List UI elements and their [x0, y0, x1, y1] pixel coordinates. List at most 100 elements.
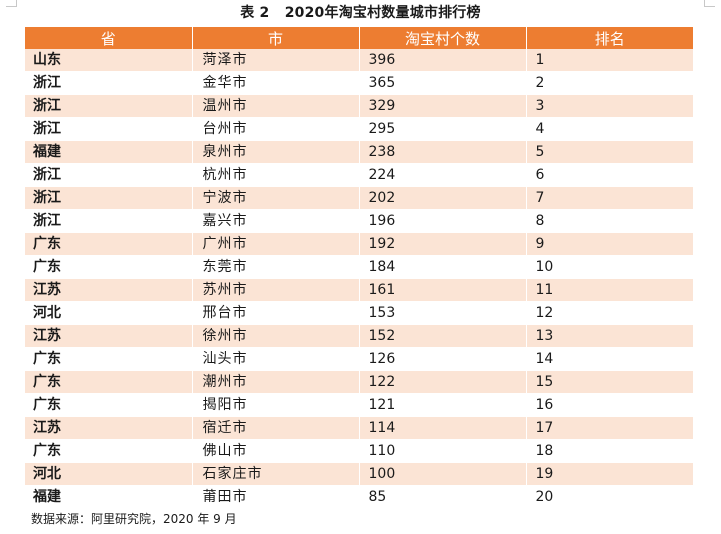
header-rank: 排名 — [526, 27, 693, 49]
village-count-cell: 152 — [359, 324, 527, 348]
village-count-cell: 126 — [359, 347, 527, 371]
header-row: 省 市 淘宝村个数 排名 — [25, 27, 693, 49]
city-cell: 宿迁市 — [192, 416, 360, 440]
village-count-cell: 396 — [359, 49, 527, 72]
page-corner-mark-right — [704, 0, 715, 7]
province-cell: 广东 — [25, 393, 193, 417]
rank-cell: 15 — [526, 370, 693, 394]
table-caption-label: 表 2 — [240, 5, 270, 21]
header-city: 市 — [192, 27, 360, 49]
province-cell: 浙江 — [25, 209, 193, 233]
village-count-cell: 122 — [359, 370, 527, 394]
village-count-cell: 184 — [359, 255, 527, 279]
table-body: 山东 菏泽市 396 1 浙江 金华市 365 2 浙江 温州市 329 3 浙江 台州市 295 4 福建 泉州… — [25, 49, 693, 509]
rank-cell: 20 — [526, 485, 693, 509]
village-count-cell: 295 — [359, 117, 527, 141]
rank-cell: 2 — [526, 71, 693, 95]
page-corner-mark-left — [6, 0, 17, 7]
village-count-cell: 110 — [359, 439, 527, 463]
province-cell: 山东 — [25, 49, 193, 72]
province-cell: 广东 — [25, 232, 193, 256]
city-cell: 石家庄市 — [192, 462, 360, 486]
rank-cell: 14 — [526, 347, 693, 371]
city-cell: 宁波市 — [192, 186, 360, 210]
table-row: 浙江 嘉兴市 196 8 — [25, 209, 693, 233]
province-cell: 江苏 — [25, 324, 193, 348]
table-row: 广东 汕头市 126 14 — [25, 347, 693, 371]
province-cell: 河北 — [25, 301, 193, 325]
city-cell: 徐州市 — [192, 324, 360, 348]
village-count-cell: 85 — [359, 485, 527, 509]
city-cell: 泉州市 — [192, 140, 360, 164]
rank-cell: 5 — [526, 140, 693, 164]
village-count-cell: 365 — [359, 71, 527, 95]
province-cell: 福建 — [25, 140, 193, 164]
table-row: 广东 揭阳市 121 16 — [25, 393, 693, 417]
province-cell: 浙江 — [25, 71, 193, 95]
rank-cell: 4 — [526, 117, 693, 141]
table-row: 广东 广州市 192 9 — [25, 232, 693, 256]
province-cell: 广东 — [25, 255, 193, 279]
table-row: 河北 石家庄市 100 19 — [25, 462, 693, 486]
city-cell: 菏泽市 — [192, 49, 360, 72]
village-count-cell: 161 — [359, 278, 527, 302]
rank-cell: 1 — [526, 49, 693, 72]
table-row: 浙江 杭州市 224 6 — [25, 163, 693, 187]
city-cell: 广州市 — [192, 232, 360, 256]
city-cell: 嘉兴市 — [192, 209, 360, 233]
header-village-count: 淘宝村个数 — [359, 27, 527, 49]
table-row: 广东 潮州市 122 15 — [25, 370, 693, 394]
province-cell: 广东 — [25, 370, 193, 394]
province-cell: 江苏 — [25, 416, 193, 440]
table-row: 江苏 徐州市 152 13 — [25, 324, 693, 348]
rank-cell: 12 — [526, 301, 693, 325]
rank-cell: 16 — [526, 393, 693, 417]
village-count-cell: 202 — [359, 186, 527, 210]
city-cell: 苏州市 — [192, 278, 360, 302]
table-caption: 表 2 2020年淘宝村数量城市排行榜 — [0, 4, 721, 22]
rank-cell: 6 — [526, 163, 693, 187]
table-row: 福建 泉州市 238 5 — [25, 140, 693, 164]
village-count-cell: 192 — [359, 232, 527, 256]
table-row: 浙江 金华市 365 2 — [25, 71, 693, 95]
city-cell: 揭阳市 — [192, 393, 360, 417]
table-row: 广东 佛山市 110 18 — [25, 439, 693, 463]
village-count-cell: 153 — [359, 301, 527, 325]
table-row: 广东 东莞市 184 10 — [25, 255, 693, 279]
city-cell: 汕头市 — [192, 347, 360, 371]
rank-cell: 10 — [526, 255, 693, 279]
province-cell: 浙江 — [25, 186, 193, 210]
village-count-cell: 224 — [359, 163, 527, 187]
rank-cell: 11 — [526, 278, 693, 302]
city-cell: 杭州市 — [192, 163, 360, 187]
village-count-cell: 196 — [359, 209, 527, 233]
province-cell: 江苏 — [25, 278, 193, 302]
table-row: 河北 邢台市 153 12 — [25, 301, 693, 325]
province-cell: 广东 — [25, 439, 193, 463]
city-ranking-table: 省 市 淘宝村个数 排名 山东 菏泽市 396 1 浙江 金华市 365 2 浙江 温州市 329 3… — [25, 27, 693, 509]
province-cell: 广东 — [25, 347, 193, 371]
city-cell: 金华市 — [192, 71, 360, 95]
city-cell: 潮州市 — [192, 370, 360, 394]
city-cell: 东莞市 — [192, 255, 360, 279]
village-count-cell: 238 — [359, 140, 527, 164]
province-cell: 河北 — [25, 462, 193, 486]
province-cell: 福建 — [25, 485, 193, 509]
rank-cell: 3 — [526, 94, 693, 118]
table-row: 福建 莆田市 85 20 — [25, 485, 693, 509]
city-cell: 台州市 — [192, 117, 360, 141]
rank-cell: 19 — [526, 462, 693, 486]
city-cell: 莆田市 — [192, 485, 360, 509]
rank-cell: 18 — [526, 439, 693, 463]
city-cell: 邢台市 — [192, 301, 360, 325]
table-row: 浙江 温州市 329 3 — [25, 94, 693, 118]
table-row: 浙江 宁波市 202 7 — [25, 186, 693, 210]
table-row: 浙江 台州市 295 4 — [25, 117, 693, 141]
table-row: 江苏 苏州市 161 11 — [25, 278, 693, 302]
province-cell: 浙江 — [25, 117, 193, 141]
province-cell: 浙江 — [25, 163, 193, 187]
province-cell: 浙江 — [25, 94, 193, 118]
rank-cell: 8 — [526, 209, 693, 233]
source-note: 数据来源：阿里研究院，2020 年 9 月 — [31, 512, 237, 526]
village-count-cell: 100 — [359, 462, 527, 486]
